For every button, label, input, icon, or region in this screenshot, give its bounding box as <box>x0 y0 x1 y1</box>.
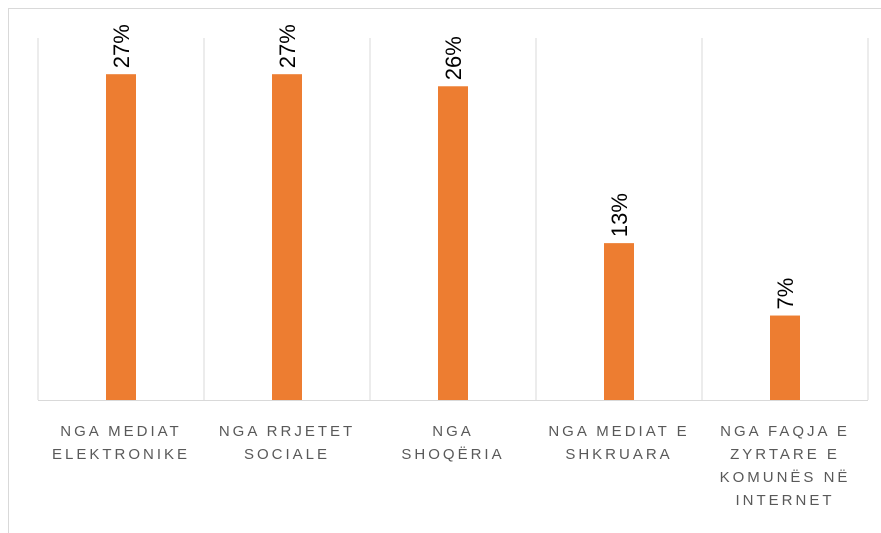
value-label: 13% <box>607 193 632 237</box>
value-label: 27% <box>109 24 134 68</box>
value-label: 26% <box>441 36 466 80</box>
bar <box>770 315 800 400</box>
x-tick-label: NGA SHOQËRIA <box>401 423 505 463</box>
bar <box>106 74 136 400</box>
x-tick-label: NGA MEDIAT E SHKRUARA <box>548 423 690 463</box>
x-tick-label: NGA FAQJA E ZYRTARE E KOMUNËS NË INTERNE… <box>719 423 851 509</box>
x-tick-label: NGA RRJETET SOCIALE <box>218 423 356 463</box>
bar <box>272 74 302 400</box>
value-label: 27% <box>275 24 300 68</box>
x-tick-label: NGA MEDIAT ELEKTRONIKE <box>51 423 191 463</box>
bar <box>438 86 468 401</box>
value-label: 7% <box>773 278 798 310</box>
bar <box>604 243 634 400</box>
